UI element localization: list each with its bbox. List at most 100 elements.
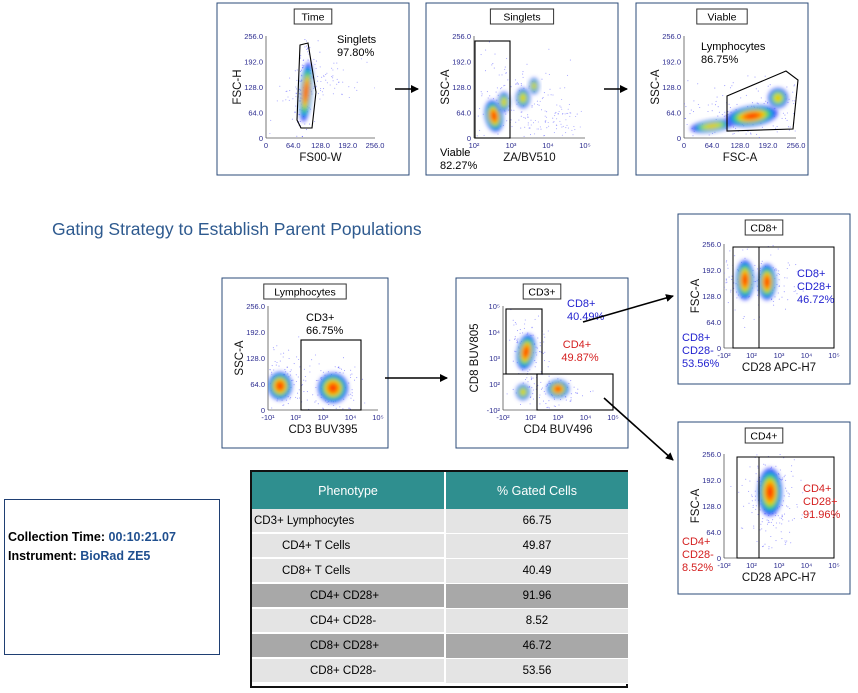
table-row: CD8+ T Cells 40.49 [252,559,628,584]
x-tick-label: 10² [746,561,757,570]
table-header-cell: % Gated Cells [446,472,628,509]
y-tick-label: 128.0 [244,83,263,92]
lymphocyte-population [726,105,778,127]
gate-label: Singlets [337,34,377,46]
y-tick-label: 192.0 [702,266,721,275]
y-tick-label: 64.0 [706,528,721,537]
table-row: CD4+ T Cells 49.87 [252,534,628,559]
dead-population-2 [529,78,539,94]
y-axis-label: CD8 BUV805 [469,323,481,392]
plot-cd3: CD3+ -10² 10² 10³ 10⁴ 10⁵ -10² 10² 10³ 10⁴ 10⁵ CD4 … [455,277,629,449]
y-axis-label: FSC-H [232,69,244,104]
y-tick-label: 256.0 [244,32,263,41]
plot-title: Viable [708,12,737,24]
monocyte-population [768,88,788,108]
y-tick-label: 64.0 [250,380,265,389]
cd4-gate-box [736,456,835,559]
collection-time-value: 00:10:21.07 [108,530,176,544]
y-tick-label: 64.0 [706,318,721,327]
gate-percent: 82.27% [440,160,478,172]
table-row: CD4+ CD28- 8.52 [252,609,628,634]
gate-percent-cd28-neg: 8.52% [682,562,713,574]
y-tick-label: 256.0 [702,240,721,249]
x-tick-label: -10² [717,351,731,360]
x-tick-label: -10² [717,561,731,570]
gate-percent: 97.80% [337,47,375,59]
x-tick-label: 0 [682,141,686,150]
plot-title: CD4+ [750,431,777,443]
x-tick-label: 10³ [318,413,329,422]
phenotype-table: Phenotype% Gated Cells CD3+ Lymphocytes 66… [250,470,628,688]
arrow-cd3-to-cd4 [603,397,674,461]
x-tick-label: 10³ [774,351,785,360]
x-tick-label: -10² [496,413,510,422]
x-tick-label: 10⁵ [828,351,839,360]
plot-time: Time 0 64.0 128.0 192.0 256.0 0 64.0 128.0 192.0 2… [216,2,410,176]
gate-label-cd4-neg: CD4+ [682,536,710,548]
gate-label: Lymphocytes [701,41,766,53]
y-tick-label: 256.0 [452,32,471,41]
plot-area [684,75,796,138]
plot-title: CD3+ [528,287,555,299]
side-population [498,92,510,112]
x-tick-label: 0 [264,141,268,150]
x-tick-label: 64.0 [705,141,720,150]
viable-gate [474,40,511,139]
y-tick-label: 192.0 [662,58,681,67]
gate-percent: 66.75% [306,325,344,337]
plot-title: Singlets [503,12,540,24]
collection-time-label: Collection Time: [8,530,106,544]
x-axis-label: CD28 APC-H7 [742,572,816,584]
gate-label-cd4: CD4+ [563,339,591,351]
instrument: Instrument: BioRad ZE5 [8,549,150,563]
x-tick-label: 128.0 [311,141,330,150]
x-tick-label: 256.0 [366,141,385,150]
y-tick-label: 128.0 [662,83,681,92]
cd3-gate [300,339,362,411]
y-tick-label: 128.0 [702,502,721,511]
plot-title-box [744,219,784,236]
y-tick-label: 0 [261,406,265,415]
y-tick-label: 64.0 [666,109,681,118]
double-negative-population [516,384,530,400]
plot-area [730,454,811,550]
x-axis-label: CD3 BUV395 [288,424,357,436]
y-tick-label: 0 [717,554,721,563]
y-axis-label: FSC-A [690,488,702,523]
gate-label-cd8-neg: CD8+ [682,332,710,344]
cd8-gate-box [732,246,835,349]
x-tick-label: -10¹ [261,413,275,422]
viable-population [484,100,504,132]
singlets-population [299,62,313,122]
gate-percent-cd28-pos: 46.72% [797,294,835,306]
phenotype-cell: CD8+ T Cells [252,559,444,583]
y-tick-label: 0 [677,134,681,143]
y-tick-label: 256.0 [246,302,265,311]
y-tick-label: 128.0 [452,83,471,92]
phenotype-cell: CD8+ CD28- [252,659,444,683]
plot-cd4: CD4+ 0 64.0 128.0 192.0 256.0 -10² 10² 10³ 10⁴ 10⁵… [677,421,851,595]
plot-frame [677,213,851,385]
percent-cell: 49.87 [446,534,628,559]
y-tick-label: 128.0 [702,292,721,301]
percent-cell: 53.56 [446,659,628,684]
plot-frame [221,277,389,449]
plot-area [724,245,817,328]
y-tick-label: 256.0 [662,32,681,41]
x-tick-label: 10² [525,413,536,422]
x-axis-label: ZA/BV510 [503,152,555,164]
x-tick-label: 192.0 [338,141,357,150]
gate-label-cd4-pos: CD4+ [803,483,831,495]
plot-lymphocytes: Lymphocytes 0 64.0 128.0 192.0 256.0 -10¹ 10² 10… [221,277,389,449]
x-tick-label: 10⁵ [372,413,383,422]
plot-area [268,336,366,410]
x-axis-label: FSC-A [723,152,758,164]
table-row: CD8+ CD28+ 46.72 [252,634,628,659]
x-tick-label: 10² [290,413,301,422]
plot-cd8: CD8+ 0 64.0 128.0 192.0 256.0 -10² 10² 10³ 10⁴ 10⁵… [677,213,851,385]
x-tick-label: 10³ [774,561,785,570]
x-tick-label: 10⁴ [801,351,813,360]
table-row: CD8+ CD28- 53.56 [252,659,628,684]
gate-percent-cd28-neg: 53.56% [682,358,720,370]
plot-viable: Viable 0 64.0 128.0 192.0 256.0 0 64.0 128.0 192.… [635,2,809,176]
